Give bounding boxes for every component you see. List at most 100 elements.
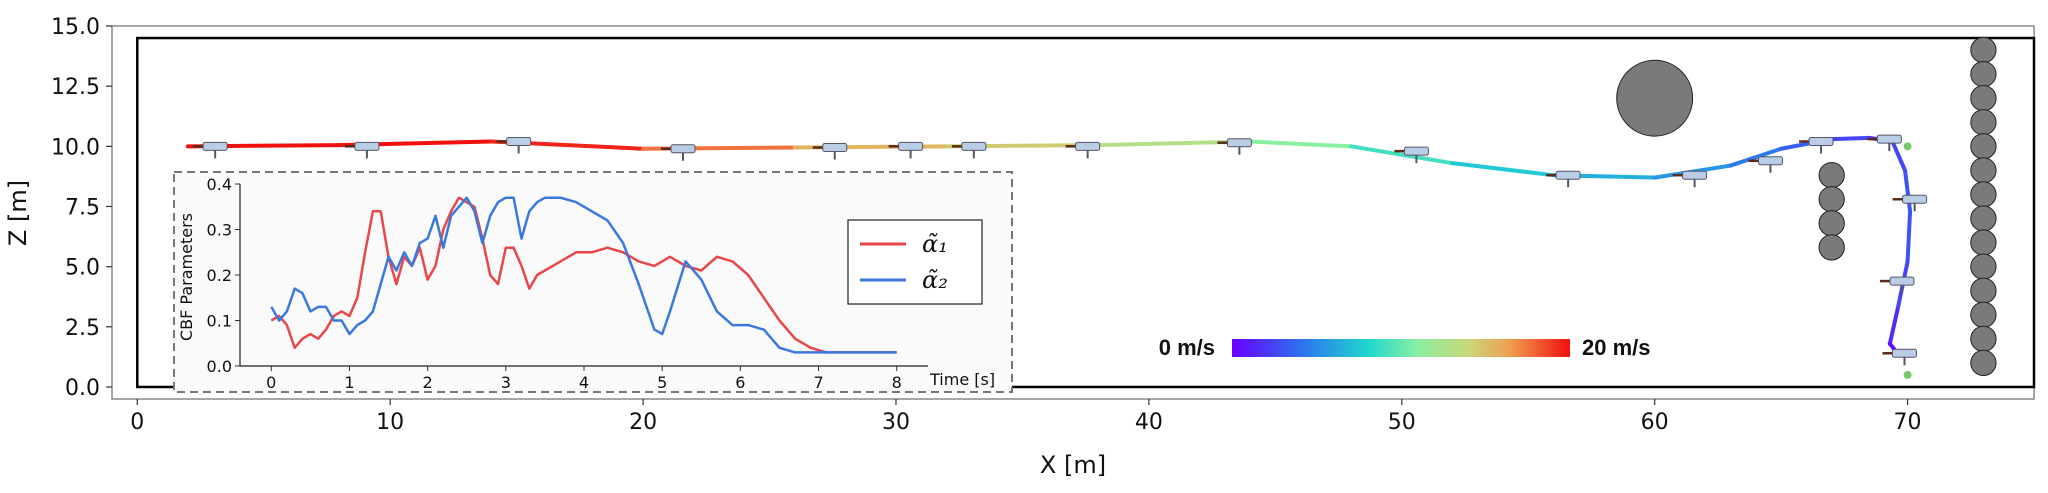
legend-label-alpha2: α̃₂	[922, 266, 948, 294]
obstacle-circle	[1970, 277, 1997, 304]
y-tick-label: 10.0	[51, 135, 100, 160]
trajectory-segment	[1829, 135, 1872, 142]
main-y-axis-label: Z [m]	[4, 180, 32, 246]
drone-body	[506, 137, 532, 147]
obstacle-circle	[1970, 253, 1997, 280]
y-tick-label: 7.5	[65, 195, 100, 220]
inset-series-1-line	[270, 196, 897, 354]
goal-markers	[1903, 142, 1912, 379]
obstacle-circle	[1970, 325, 1997, 352]
drone-icon	[1748, 156, 1783, 173]
x-tick-label: 50	[1388, 410, 1416, 435]
trajectory-segment	[1349, 144, 1455, 166]
drone-icon	[1217, 138, 1252, 155]
inset-y-tick-label: 0.0	[207, 357, 232, 376]
drone-icon	[661, 144, 696, 161]
boundary-box	[136, 36, 2036, 389]
drone-icon	[1065, 141, 1101, 159]
drone-body	[1876, 134, 1902, 144]
obstacle-circle	[1970, 349, 1997, 377]
obstacle-circle	[1818, 186, 1845, 213]
obstacle-circle	[1970, 36, 1997, 64]
obstacle-circle	[1970, 301, 1997, 328]
drone-body	[1889, 276, 1915, 286]
x-tick-label: 0	[130, 410, 144, 435]
obstacles	[1616, 36, 1997, 377]
drone-body	[898, 141, 924, 151]
inset-y-tick-label: 0.4	[207, 175, 232, 194]
y-tick-label: 5.0	[65, 256, 100, 281]
obstacle-circle	[1970, 205, 1997, 232]
legend-label-alpha1: α̃₁	[922, 230, 948, 258]
x-tick-label: 60	[1641, 410, 1669, 435]
drone-icon	[1867, 134, 1902, 152]
drone-icon	[1879, 276, 1915, 294]
inset-y-tick-label: 0.1	[207, 312, 232, 331]
drone-icon	[888, 141, 924, 159]
inset-panel: 0 1 2 3 4 5 6 7 8 0.0 0.1 0.2 0.3 0.4 Time [s] CBF P…	[173, 171, 1013, 393]
inset-x-tick-label: 0	[266, 373, 276, 392]
drone-body	[1555, 170, 1581, 180]
main-x-axis-label: X [m]	[1040, 451, 1106, 479]
trajectory-segment	[1905, 209, 1913, 264]
inset-y-ticks: 0.0 0.1 0.2 0.3 0.4	[207, 175, 240, 376]
drone-icon	[1672, 170, 1708, 188]
trajectory-segment	[1903, 168, 1913, 214]
inset-x-tick-label: 3	[501, 373, 511, 392]
drone-body	[1226, 138, 1252, 148]
colorbar-gradient	[1232, 339, 1570, 357]
inset-x-tick-label: 5	[657, 373, 667, 392]
colorbar-min-label: 0 m/s	[1159, 335, 1215, 360]
y-tick-label: 0.0	[65, 376, 100, 401]
obstacle-circle	[1970, 60, 1997, 88]
inset-y-tick-label: 0.3	[207, 221, 232, 240]
main-x-ticks: 0 10 20 30 40 50 60 70	[130, 399, 1922, 435]
trajectory-segment	[1887, 307, 1900, 346]
drone-icon	[1882, 348, 1917, 366]
main-y-ticks: 0.0 2.5 5.0 7.5 10.0 12.5 15.0	[51, 15, 112, 401]
trajectory-segment	[1890, 139, 1908, 173]
obstacle-circle	[1818, 162, 1845, 189]
y-tick-label: 12.5	[51, 75, 100, 100]
speed-colorbar: 0 m/s 20 m/s	[1159, 335, 1651, 360]
obstacle-circle	[1818, 210, 1845, 237]
x-tick-label: 40	[1135, 410, 1163, 435]
inset-x-tick-label: 2	[423, 373, 433, 392]
drone-icon	[1892, 194, 1928, 212]
obstacle-circle	[1818, 234, 1845, 261]
drone-icon	[1799, 137, 1834, 154]
x-tick-label: 20	[629, 410, 657, 435]
drone-body	[1808, 137, 1834, 147]
inset-x-tick-label: 7	[813, 373, 823, 392]
obstacle-circle	[1970, 157, 1997, 184]
drone-icon	[1546, 170, 1581, 188]
drone-body	[354, 141, 380, 151]
drone-body	[1891, 348, 1917, 358]
drone-body	[1403, 146, 1429, 156]
x-tick-label: 70	[1894, 410, 1922, 435]
x-tick-label: 30	[882, 410, 910, 435]
obstacle-circle	[1970, 181, 1997, 208]
obstacle-circle	[1616, 59, 1694, 137]
drone-icon	[193, 141, 228, 159]
inset-x-tick-label: 8	[892, 373, 902, 392]
obstacle-circle	[1970, 109, 1997, 136]
inset-x-tick-label: 4	[579, 373, 589, 392]
inset-series	[270, 196, 897, 354]
drone-body	[1075, 141, 1101, 151]
trajectory-segment	[1450, 161, 1556, 178]
goal-point	[1903, 370, 1912, 379]
inset-series-2-line	[270, 196, 897, 354]
drone-body	[1757, 156, 1783, 166]
drone-body	[670, 144, 696, 154]
drone-body	[202, 141, 228, 151]
goal-point	[1903, 142, 1912, 151]
legend-box	[847, 219, 983, 305]
inset-x-axis-label: Time [s]	[929, 370, 995, 389]
trajectory-segment	[1248, 139, 1354, 149]
drone-icon	[812, 143, 848, 160]
drone-body	[961, 141, 987, 151]
drone-icon	[1394, 146, 1429, 164]
drone-body	[1682, 170, 1708, 180]
